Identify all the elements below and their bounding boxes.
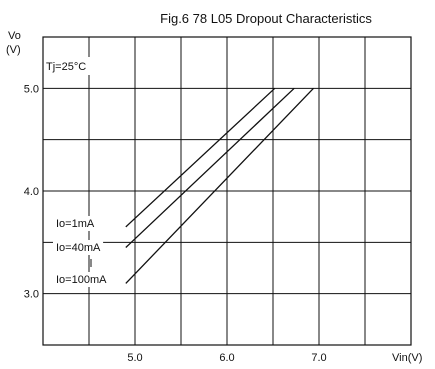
series-label-background (53, 240, 104, 255)
y-tick-label: 4.0 (24, 186, 39, 198)
series-label-2: Io=40mA (56, 242, 101, 254)
temperature-annotation: Tj=25°C (46, 61, 86, 73)
y-axis-label-line2: (V) (6, 44, 21, 56)
series-line-3 (125, 87, 314, 284)
annotation-background (45, 57, 93, 75)
grid-lines (43, 37, 411, 345)
x-tick-label: 6.0 (219, 352, 234, 364)
series-label-3: Io=100mA (56, 274, 107, 286)
series-line-2 (125, 87, 295, 248)
chart-title: Fig.6 78 L05 Dropout Characteristics (160, 11, 372, 26)
x-axis-label: Vin(V) (392, 352, 422, 364)
series-label-background (53, 216, 97, 231)
series-label-background (53, 272, 110, 287)
plot-frame (42, 36, 412, 346)
x-tick-label: 7.0 (311, 352, 326, 364)
series-lines (125, 87, 314, 284)
y-tick-label: 3.0 (24, 289, 39, 301)
x-tick-label: 5.0 (127, 352, 142, 364)
series-line-1 (125, 87, 276, 228)
y-axis-label-line1: Vo (8, 30, 21, 42)
tick-labels: 5.0 6.0 7.0 3.0 4.0 5.0 (24, 83, 327, 364)
series-label-1: Io=1mA (56, 218, 95, 230)
series-labels: Io=1mA Io=40mA Io=100mA (53, 216, 110, 287)
y-tick-label: 5.0 (24, 83, 39, 95)
